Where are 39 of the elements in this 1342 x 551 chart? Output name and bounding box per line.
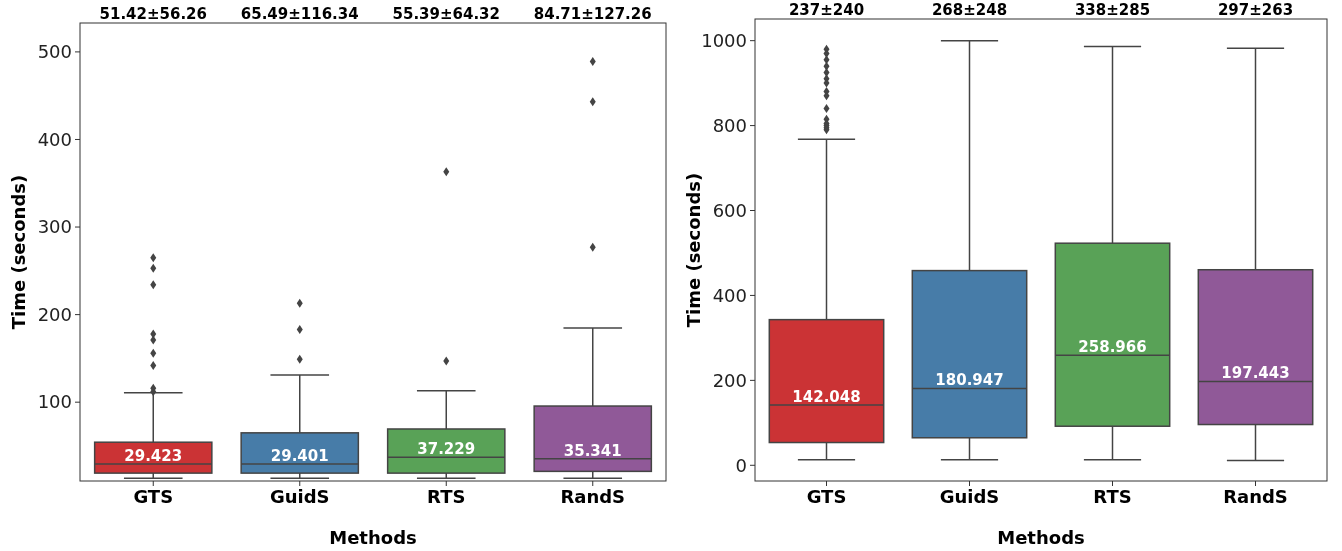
text: 338±285	[1074, 1, 1151, 19]
text: 268±248	[931, 1, 1008, 19]
x-axis-title: Methods	[997, 527, 1085, 548]
y-tick-label: 1000	[701, 29, 747, 51]
text: 35.341	[563, 441, 622, 460]
x-tick-label: GuidS	[269, 486, 330, 507]
text: 297±263	[1217, 1, 1294, 19]
y-axis-title: Time (seconds)	[683, 172, 704, 328]
y-tick-label: 100	[37, 391, 72, 413]
text: 237±240	[788, 1, 865, 19]
y-tick-label: 500	[37, 41, 72, 63]
text: 258.966	[1078, 338, 1147, 357]
text: 37.229	[417, 440, 476, 459]
y-tick-label: 800	[712, 114, 747, 136]
annotation: 65.49±116.34	[240, 5, 359, 23]
y-tick-label: 400	[712, 284, 747, 306]
annotation: 55.39±64.32	[392, 5, 500, 23]
x-tick-label: GuidS	[939, 486, 1000, 507]
x-tick-label: RTS	[427, 486, 466, 507]
x-axis-title: Methods	[329, 527, 417, 548]
y-tick-label: 200	[712, 369, 747, 391]
annotation: 84.71±127.26	[533, 5, 652, 23]
text: 180.947	[935, 371, 1004, 390]
y-tick-label: 400	[37, 128, 72, 150]
y-tick-label: 200	[37, 303, 72, 325]
text: 29.423	[124, 446, 183, 465]
text: 29.401	[270, 447, 329, 466]
y-tick-label: 600	[712, 199, 747, 221]
annotation: 51.42±56.26	[99, 5, 207, 23]
x-tick-label: RandS	[560, 486, 626, 507]
x-tick-label: RandS	[1223, 486, 1288, 507]
y-tick-label: 0	[735, 454, 747, 476]
y-axis-title: Time (seconds)	[8, 174, 29, 330]
x-tick-label: RTS	[1093, 486, 1132, 507]
y-tick-label: 300	[37, 216, 72, 238]
text: 197.443	[1221, 364, 1290, 383]
x-tick-label: GTS	[133, 486, 174, 507]
x-tick-label: GTS	[806, 486, 847, 507]
text: 142.048	[792, 387, 861, 406]
